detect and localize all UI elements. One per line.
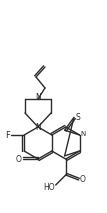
Text: N: N xyxy=(35,94,41,102)
Text: O: O xyxy=(80,176,86,184)
Text: S: S xyxy=(76,113,80,122)
Text: O: O xyxy=(16,154,22,164)
Text: N: N xyxy=(35,124,41,132)
Text: HO: HO xyxy=(43,183,55,191)
Text: N: N xyxy=(80,131,85,137)
Text: F: F xyxy=(5,131,10,140)
